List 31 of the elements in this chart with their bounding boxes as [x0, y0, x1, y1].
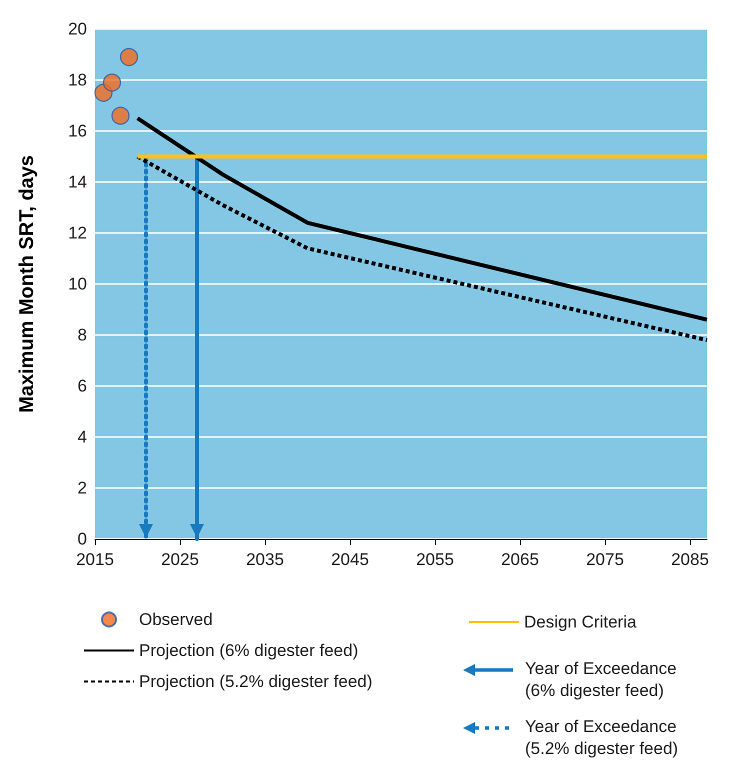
x-tick-label: 2025: [161, 550, 199, 569]
x-tick-label: 2015: [76, 550, 114, 569]
legend-label: Year of Exceedance (6% digester feed): [525, 658, 678, 702]
legend-label: Design Criteria: [524, 612, 637, 632]
y-tick-label: 8: [78, 326, 87, 344]
y-axis-title: Maximum Month SRT, days: [16, 155, 38, 413]
line-series: [136, 116, 709, 322]
legend-label: Projection (5.2% digester feed): [139, 672, 372, 691]
point: [102, 73, 122, 92]
x-tick-label: 2035: [246, 550, 284, 569]
legend-label: Year of Exceedance (5.2% digester feed): [525, 716, 680, 760]
legend-label: Observed: [139, 610, 213, 629]
y-tick-label: 10: [68, 274, 87, 294]
y-tick-label: 0: [78, 530, 87, 548]
y-tick-label: 14: [68, 172, 87, 192]
x-tick-label: 2075: [586, 550, 624, 569]
point: [120, 48, 138, 66]
line-series: [136, 154, 709, 342]
y-tick-label: 18: [68, 70, 87, 90]
point: [111, 106, 130, 125]
y-tick-label: 20: [68, 20, 87, 38]
y-tick-label: 16: [68, 122, 87, 140]
legend-label: Projection (6% digester feed): [139, 641, 358, 660]
y-tick-label: 2: [78, 478, 87, 498]
x-tick-label: 2055: [416, 550, 454, 569]
x-tick-label: 2045: [331, 550, 369, 569]
y-tick-label: 4: [78, 428, 87, 446]
x-tick-label: 2085: [671, 550, 709, 569]
y-tick-label: 12: [68, 224, 87, 242]
x-tick-label: 2065: [501, 550, 539, 569]
y-tick-label: 6: [78, 376, 87, 396]
